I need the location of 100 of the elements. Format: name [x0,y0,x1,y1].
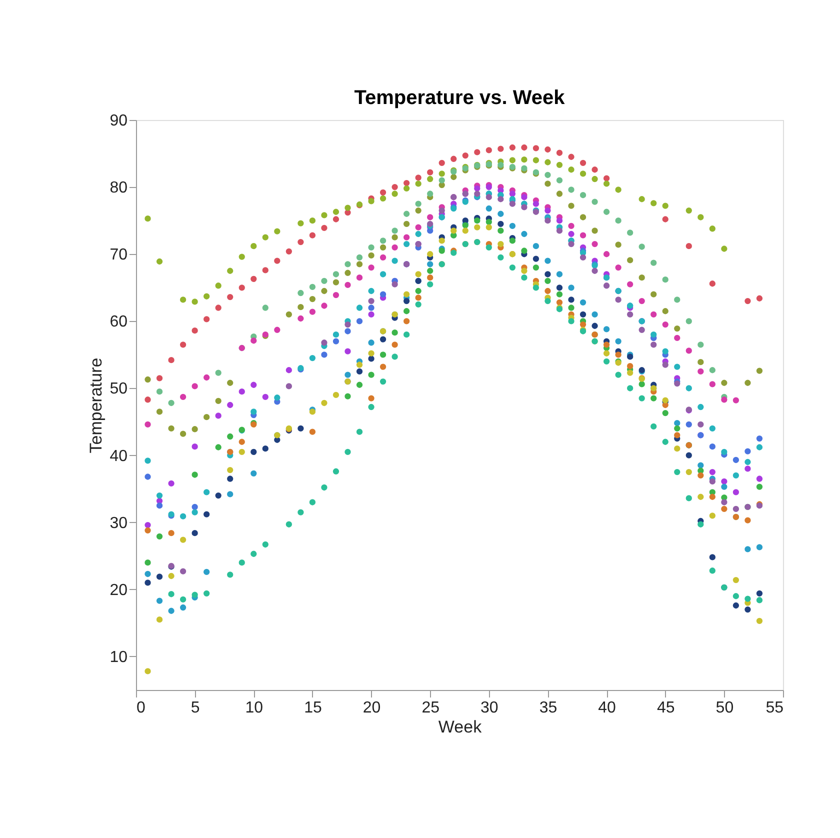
point [544,159,551,166]
point [274,228,280,234]
point [709,568,716,574]
point [156,502,163,509]
point [686,318,692,324]
point [403,240,410,248]
point [309,218,316,224]
point [192,509,198,516]
point [332,216,340,222]
point [180,394,186,400]
point [744,458,751,466]
point [144,376,151,383]
point [662,202,668,209]
point [344,372,351,378]
point [427,190,434,197]
point [415,294,422,301]
point [580,299,586,306]
x-tick-label: 45 [656,700,675,716]
point [580,170,586,177]
point [368,252,374,259]
point [732,397,740,404]
point [321,278,328,284]
point [144,527,151,534]
point [168,572,174,580]
point [721,506,728,512]
y-tick-label: 80 [110,180,128,197]
x-tick-label: 20 [362,700,381,716]
point [650,395,657,402]
point [709,494,716,500]
point [568,284,574,291]
point [662,438,668,445]
point [286,311,292,318]
point [638,326,645,333]
point [698,421,704,428]
point [344,448,351,456]
point [215,370,222,376]
chart-title: Temperature vs. Week [354,87,566,109]
point [192,298,198,305]
point [392,330,398,336]
point [180,596,186,603]
y-tick-label: 90 [110,112,128,130]
point [298,425,304,432]
point [674,420,680,426]
point [650,260,657,266]
point [309,354,316,362]
point [650,311,657,318]
point [744,606,751,613]
point [509,144,516,151]
point [215,444,222,450]
point [309,284,316,290]
point [204,590,210,597]
point [568,304,574,311]
point [332,392,340,398]
point [403,332,410,338]
point [392,234,398,240]
point [168,530,174,536]
point [603,350,610,356]
point [744,466,751,472]
point [438,207,445,214]
point [580,321,586,328]
point [709,280,716,287]
point [686,452,692,458]
point [332,279,340,286]
point [332,338,340,344]
point [168,425,174,432]
point [204,489,210,496]
point [626,230,634,236]
point [674,364,680,370]
point [698,462,704,468]
point [403,291,410,298]
point [427,214,434,220]
point [686,242,692,250]
point [521,204,528,210]
x-tick-label: 0 [136,700,146,716]
point [204,293,210,300]
point [309,232,316,238]
point [215,492,222,499]
point [415,230,422,238]
point [180,513,186,520]
point [474,190,480,197]
point [274,326,280,333]
point [298,509,304,516]
point [709,468,716,476]
x-tick-label: 35 [539,700,558,716]
point [356,382,363,388]
point [392,354,398,360]
point [544,180,551,187]
point [286,383,292,390]
point [356,274,363,281]
point [168,608,174,614]
point [356,318,363,324]
point [450,174,457,180]
point [168,591,174,598]
point [227,380,234,386]
point [532,157,540,164]
point [403,298,410,304]
point [556,218,563,224]
point [721,478,728,485]
point [662,410,668,416]
point [368,264,374,271]
